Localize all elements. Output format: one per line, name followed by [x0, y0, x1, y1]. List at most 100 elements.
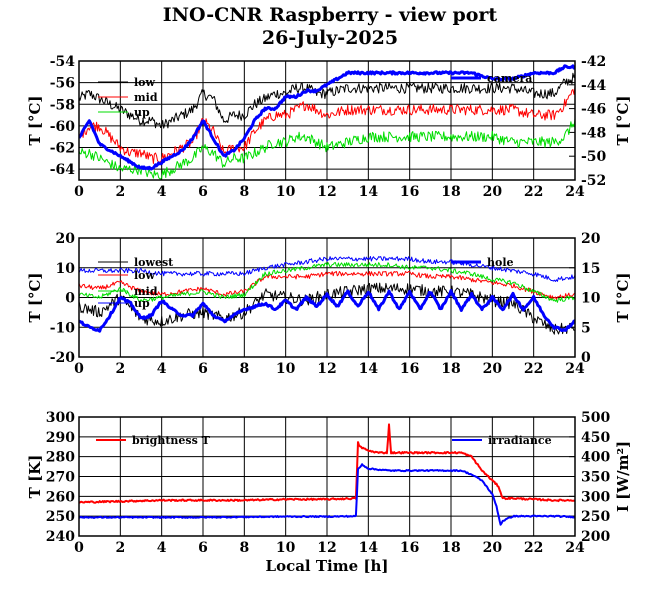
y-tick-label: 290: [46, 430, 75, 446]
x-tick-label: 6: [198, 540, 208, 556]
x-tick-label: 8: [239, 184, 249, 200]
x-tick-label: 12: [317, 184, 336, 200]
series-line-mid: [79, 262, 575, 303]
x-tick-label: 16: [400, 361, 419, 377]
legend-label: mid: [134, 91, 158, 104]
y2-tick-label: 250: [581, 509, 610, 525]
series-group: [79, 64, 575, 180]
x-tick-label: 24: [565, 184, 585, 200]
legend-label: mid: [134, 285, 158, 298]
y-tick-label: -62: [50, 141, 75, 157]
x-tick-label: 0: [74, 184, 84, 200]
y2-tick-label: 10: [581, 291, 601, 307]
series-line-low: [79, 270, 575, 301]
x-tick-label: 12: [317, 361, 336, 377]
plot-frame: [78, 60, 576, 181]
x-tick-label: 6: [198, 184, 208, 200]
series-line-irradiance: [79, 463, 575, 526]
series-line-low: [79, 72, 575, 129]
legend-label: low: [134, 269, 156, 282]
legend-label: lowest: [134, 256, 174, 269]
x-tick-label: 0: [74, 540, 84, 556]
series-group: [79, 256, 575, 335]
y-tick-label: 300: [46, 410, 75, 426]
x-tick-label: 10: [276, 540, 296, 556]
y-axis-label: T [°C]: [26, 95, 44, 145]
y-tick-label: -20: [50, 350, 76, 366]
legend-label: up: [134, 297, 150, 310]
y2-tick-label: 350: [581, 470, 610, 486]
x-tick-label: 22: [524, 184, 543, 200]
legend-label: brightness T: [132, 434, 211, 447]
x-tick-label: 18: [441, 184, 460, 200]
x-tick-label: 24: [565, 540, 585, 556]
x-tick-label: 14: [359, 361, 379, 377]
x-tick-label: 18: [441, 361, 460, 377]
y2-tick-label: 400: [581, 450, 610, 466]
y2-axis-label: T [°C]: [614, 272, 632, 322]
series-line-up: [79, 256, 575, 282]
y-tick-label: -56: [50, 76, 75, 92]
x-tick-label: 4: [157, 361, 167, 377]
y2-tick-label: 200: [581, 529, 610, 545]
series-line-brightness-T: [79, 423, 575, 504]
y2-tick-label: 500: [581, 410, 610, 426]
y2-tick-label: 450: [581, 430, 610, 446]
x-tick-label: 4: [157, 540, 167, 556]
y-axis-label: T [K]: [26, 455, 44, 499]
x-tick-label: 24: [565, 361, 585, 377]
x-tick-label: 20: [483, 361, 503, 377]
y-tick-label: 20: [56, 231, 76, 247]
y-tick-label: -60: [50, 119, 76, 135]
y-tick-label: 0: [65, 291, 75, 307]
series-group: [79, 423, 575, 526]
y2-tick-label: 15: [581, 261, 600, 277]
x-tick-label: 2: [115, 540, 125, 556]
x-tick-label: 20: [483, 540, 503, 556]
legend-label: hole: [487, 256, 514, 269]
x-tick-label: 2: [115, 361, 125, 377]
x-tick-label: 20: [483, 184, 503, 200]
series-line-camera: [79, 64, 575, 171]
y-tick-label: -64: [50, 162, 76, 178]
y2-tick-label: 20: [581, 231, 601, 247]
x-tick-label: 8: [239, 540, 249, 556]
x-axis-label: Local Time [h]: [266, 557, 389, 575]
y-tick-label: 250: [46, 509, 75, 525]
x-tick-label: 16: [400, 184, 419, 200]
x-tick-label: 4: [157, 184, 167, 200]
figure-title: INO-CNR Raspberry - view port: [163, 4, 498, 26]
y-tick-label: -58: [50, 97, 75, 113]
legend-label: up: [134, 106, 150, 119]
x-tick-label: 2: [115, 184, 125, 200]
chart-panel-1: -64-62-60-58-56-54-52-50-48-46-44-420 2 4 6…: [26, 54, 632, 200]
y2-tick-label: -44: [581, 78, 607, 94]
x-tick-label: 8: [239, 361, 249, 377]
x-tick-label: 16: [400, 540, 419, 556]
chart-panel-3: 240 250 260 270 2 8 0 290 300 200 250 300 350 400 450 5…: [26, 410, 632, 575]
y-tick-label: 240: [46, 529, 75, 545]
figure-date: 26-July-2025: [262, 27, 398, 49]
y2-tick-label: -42: [581, 54, 606, 70]
y-tick-label: 260: [46, 489, 75, 505]
plot-frame: [78, 416, 576, 537]
y-tick-label: 270: [46, 470, 75, 486]
y2-tick-label: -52: [581, 173, 606, 189]
y2-tick-label: -46: [581, 102, 606, 118]
y-tick-label: 10: [56, 261, 76, 277]
y2-tick-label: -50: [581, 149, 607, 165]
plot-frame: [78, 237, 576, 358]
y-tick-label: -10: [50, 320, 76, 336]
series-line-up: [79, 118, 575, 180]
x-tick-label: 0: [74, 361, 84, 377]
x-tick-label: 12: [317, 540, 336, 556]
series-line-hole: [79, 289, 575, 333]
x-tick-label: 22: [524, 540, 543, 556]
x-tick-label: 22: [524, 361, 543, 377]
y2-tick-label: 5: [581, 320, 591, 336]
y2-tick-label: -48: [581, 125, 606, 141]
x-tick-label: 14: [359, 540, 379, 556]
y2-tick-label: 300: [581, 489, 610, 505]
